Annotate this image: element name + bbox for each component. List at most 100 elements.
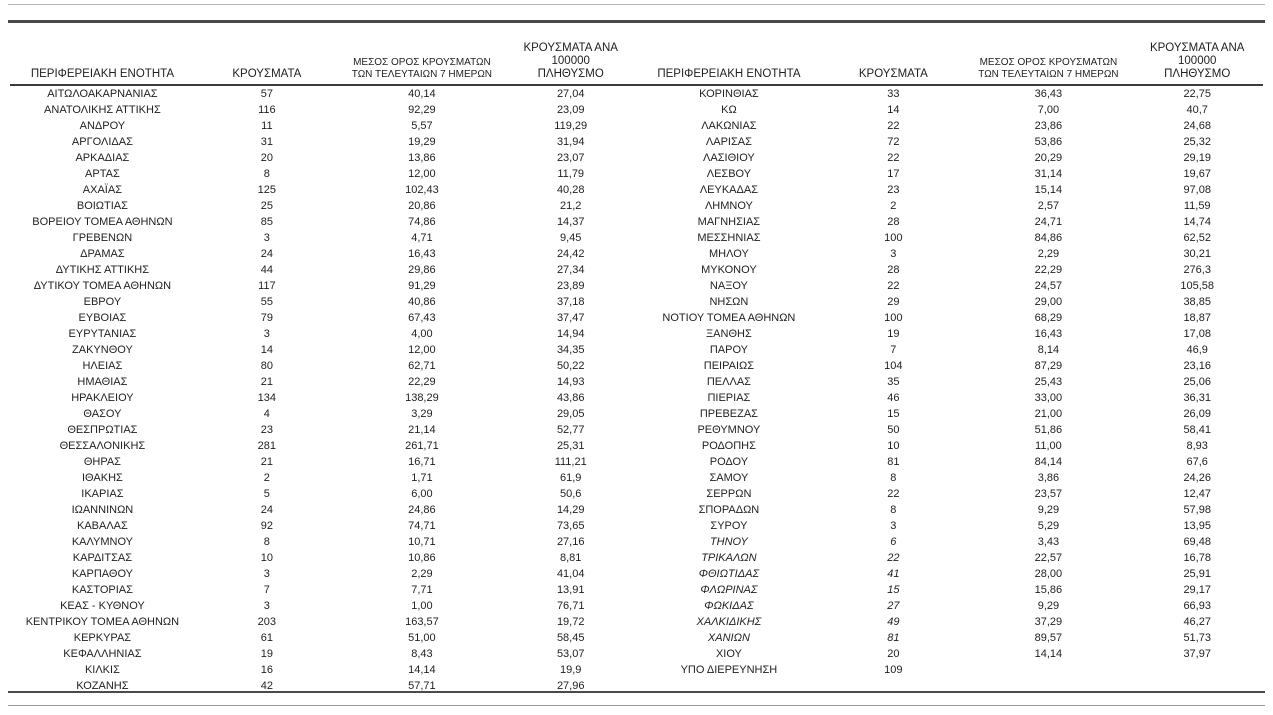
per100k-cell: 76,71 (556, 600, 585, 612)
per100k-cell: 37,97 (1183, 648, 1211, 660)
table-row: ΘΕΣΠΡΩΤΙΑΣ 23 21,14 52,77 (10, 422, 637, 438)
per100k-cell: 21,2 (560, 200, 582, 212)
avg7-cell: 15,86 (1034, 584, 1063, 596)
region-name-cell: ΛΑΚΩΝΙΑΣ (701, 120, 757, 132)
region-name-cell: ΜΥΚΟΝΟΥ (701, 264, 757, 276)
col-header-per100k-line2: ΠΛΗΘΥΣΜΟ (537, 68, 604, 80)
per100k-cell: 29,17 (1183, 584, 1211, 596)
cases-cell: 49 (887, 616, 900, 628)
avg7-cell: 9,29 (1037, 600, 1060, 612)
region-name-cell: ΔΥΤΙΚΗΣ ΑΤΤΙΚΗΣ (55, 264, 150, 276)
cases-cell: 8 (890, 472, 897, 484)
per100k-cell: 46,27 (1183, 616, 1211, 628)
region-name-cell: ΑΧΑΪΑΣ (82, 184, 123, 196)
per100k-cell: 62,52 (1183, 232, 1211, 244)
cases-cell: 55 (260, 296, 273, 308)
cases-cell: 41 (887, 568, 900, 580)
table-row: ΚΑΣΤΟΡΙΑΣ 7 7,71 13,91 (10, 582, 637, 598)
region-name-cell: ΜΕΣΣΗΝΙΑΣ (697, 232, 761, 244)
avg7-cell: 7,00 (1037, 104, 1060, 116)
per100k-cell: 24,42 (556, 248, 585, 260)
cases-cell: 7 (890, 344, 897, 356)
cases-cell: 28 (887, 216, 900, 228)
cases-cell: 46 (887, 392, 900, 404)
region-name-cell: ΙΘΑΚΗΣ (81, 472, 123, 484)
regional-cases-table-left: ΠΕΡΙΦΕΡΕΙΑΚΗ ΕΝΟΤΗΤΑ ΚΡΟΥΣΜΑΤΑ ΜΕΣΟΣ ΟΡΟ… (10, 42, 637, 694)
right-table-body: ΚΟΡΙΝΘΙΑΣ 33 36,43 22,75 ΚΩ 14 7,00 40,7 ΛΑΚΩΝΙΑ… (637, 85, 1264, 678)
table-row: ΛΗΜΝΟΥ 2 2,57 11,59 (637, 198, 1264, 214)
col-header-region-label: ΠΕΡΙΦΕΡΕΙΑΚΗ ΕΝΟΤΗΤΑ (657, 68, 801, 80)
col-header-avg7: ΜΕΣΟΣ ΟΡΟΣ ΚΡΟΥΣΜΑΤΩΝ ΤΩΝ ΤΕΛΕΥΤΑΙΩΝ 7 Η… (338, 42, 505, 86)
cases-cell: 28 (887, 264, 900, 276)
per100k-cell: 23,09 (556, 104, 585, 116)
per100k-cell: 43,86 (556, 392, 585, 404)
cases-cell: 35 (887, 376, 900, 388)
table-row: ΣΠΟΡΑΔΩΝ 8 9,29 57,98 (637, 502, 1264, 518)
table-row: ΜΕΣΣΗΝΙΑΣ 100 84,86 62,52 (637, 230, 1264, 246)
avg7-cell: 3,29 (411, 408, 433, 420)
avg7-cell: 36,43 (1034, 88, 1063, 100)
cases-cell: 33 (887, 88, 900, 100)
avg7-cell: 5,29 (1037, 520, 1060, 532)
cases-cell: 15 (887, 408, 900, 420)
cases-cell: 19 (260, 648, 273, 660)
table-row: ΦΛΩΡΙΝΑΣ 15 15,86 29,17 (637, 582, 1264, 598)
per100k-cell (1131, 662, 1263, 678)
right-table-container: ΠΕΡΙΦΕΡΕΙΑΚΗ ΕΝΟΤΗΤΑ ΚΡΟΥΣΜΑΤΑ ΜΕΣΟΣ ΟΡΟ… (636, 42, 1264, 678)
avg7-cell: 89,57 (1034, 632, 1063, 644)
table-row: ΠΙΕΡΙΑΣ 46 33,00 36,31 (637, 390, 1264, 406)
avg7-cell: 29,00 (1034, 296, 1063, 308)
region-name-cell: ΓΡΕΒΕΝΩΝ (72, 232, 133, 244)
per100k-cell: 27,96 (556, 680, 585, 692)
region-name-cell: ΣΑΜΟΥ (709, 472, 749, 484)
table-row: ΣΑΜΟΥ 8 3,86 24,26 (637, 470, 1264, 486)
region-name-cell: ΝΟΤΙΟΥ ΤΟΜΕΑ ΑΘΗΝΩΝ (662, 312, 796, 324)
per100k-cell: 37,18 (556, 296, 585, 308)
avg7-cell: 16,43 (1034, 328, 1063, 340)
table-row: ΝΑΞΟΥ 22 24,57 105,58 (637, 278, 1264, 294)
region-name-cell: ΚΕΑΣ - ΚΥΘΝΟΥ (60, 600, 145, 612)
region-name-cell: ΣΕΡΡΩΝ (706, 488, 752, 500)
cases-cell: 79 (260, 312, 273, 324)
table-row: ΔΥΤΙΚΟΥ ΤΟΜΕΑ ΑΘΗΝΩΝ 117 91,29 23,89 (10, 278, 637, 294)
per100k-cell: 9,45 (560, 232, 582, 244)
table-row: ΧΑΝΙΩΝ 81 89,57 51,73 (637, 630, 1264, 646)
per100k-cell: 66,93 (1183, 600, 1211, 612)
regional-cases-tables: ΠΕΡΙΦΕΡΕΙΑΚΗ ΕΝΟΤΗΤΑ ΚΡΟΥΣΜΑΤΑ ΜΕΣΟΣ ΟΡΟ… (10, 42, 1263, 694)
region-name-cell: ΕΒΡΟΥ (83, 296, 122, 308)
table-row: ΜΥΚΟΝΟΥ 28 22,29 276,3 (637, 262, 1264, 278)
cases-cell: 3 (263, 600, 270, 612)
avg7-cell: 67,43 (408, 312, 436, 324)
cases-cell: 80 (260, 360, 273, 372)
cases-cell: 2 (890, 200, 897, 212)
avg7-cell: 102,43 (405, 184, 439, 196)
avg7-cell: 2,29 (1037, 248, 1060, 260)
per100k-cell: 53,07 (556, 648, 585, 660)
table-row: ΓΡΕΒΕΝΩΝ 3 4,71 9,45 (10, 230, 637, 246)
table-row: ΘΗΡΑΣ 21 16,71 111,21 (10, 454, 637, 470)
avg7-cell: 23,86 (1034, 120, 1063, 132)
per100k-cell: 26,09 (1183, 408, 1211, 420)
avg7-cell: 20,29 (1034, 152, 1063, 164)
per100k-cell: 37,47 (556, 312, 585, 324)
header-row: ΠΕΡΙΦΕΡΕΙΑΚΗ ΕΝΟΤΗΤΑ ΚΡΟΥΣΜΑΤΑ ΜΕΣΟΣ ΟΡΟ… (636, 42, 1263, 86)
avg7-cell: 1,00 (411, 600, 433, 612)
avg7-cell: 21,14 (408, 424, 436, 436)
table-row: ΑΝΑΤΟΛΙΚΗΣ ΑΤΤΙΚΗΣ 116 92,29 23,09 (10, 102, 637, 118)
avg7-cell: 3,86 (1037, 472, 1060, 484)
avg7-cell: 8,14 (1037, 344, 1060, 356)
per100k-cell: 8,81 (560, 552, 582, 564)
region-name-cell: ΚΟΖΑΝΗΣ (76, 680, 129, 692)
table-row: ΠΕΙΡΑΙΩΣ 104 87,29 23,16 (637, 358, 1264, 374)
cases-cell: 92 (260, 520, 273, 532)
cases-cell: 50 (887, 424, 900, 436)
per100k-cell: 25,91 (1183, 568, 1211, 580)
region-name-cell: ΗΛΕΙΑΣ (82, 360, 123, 372)
region-name-cell: ΛΑΡΙΣΑΣ (705, 136, 752, 148)
avg7-cell: 12,00 (408, 344, 436, 356)
table-row: ΠΑΡΟΥ 7 8,14 46,9 (637, 342, 1264, 358)
per100k-cell: 25,31 (556, 440, 585, 452)
region-name-cell: ΛΗΜΝΟΥ (704, 200, 753, 212)
cases-cell: 21 (260, 456, 273, 468)
avg7-cell: 22,29 (1034, 264, 1063, 276)
